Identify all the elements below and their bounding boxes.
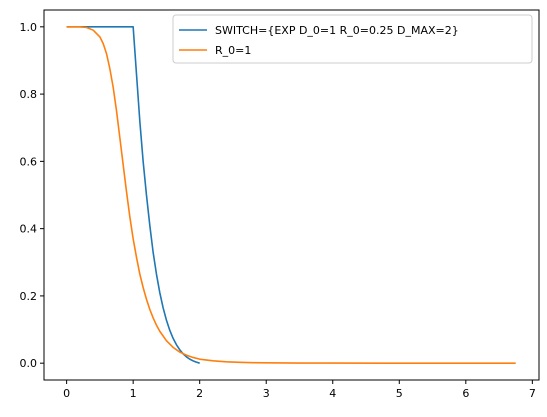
y-tick-label: 1.0 — [20, 21, 38, 34]
x-tick-label: 6 — [462, 387, 469, 400]
x-tick-label: 2 — [196, 387, 203, 400]
legend-label-1: R_0=1 — [215, 44, 251, 57]
y-tick-label: 0.6 — [20, 155, 38, 168]
legend-items: SWITCH={EXP D_0=1 R_0=0.25 D_MAX=2} R_0=1 — [179, 24, 459, 57]
y-tick-label: 0.8 — [20, 88, 38, 101]
series-line-0 — [66, 26, 200, 364]
axes-frame — [43, 9, 540, 381]
x-tick-label: 0 — [63, 387, 70, 400]
x-tick-label: 5 — [396, 387, 403, 400]
x-tick-label: 4 — [329, 387, 336, 400]
y-tick-label: 0.4 — [20, 223, 38, 236]
series-layer — [66, 26, 516, 364]
y-tick-label: 0.2 — [20, 290, 38, 303]
x-axis: 0 1 2 3 4 5 6 7 — [63, 380, 536, 400]
x-tick-label: 3 — [263, 387, 270, 400]
y-tick-label: 0.0 — [20, 357, 38, 370]
legend-box — [172, 14, 533, 64]
y-axis: 0.0 0.2 0.4 0.6 0.8 1.0 — [20, 21, 44, 370]
x-tick-label: 1 — [130, 387, 137, 400]
series-line-1 — [66, 26, 516, 364]
x-tick-label: 7 — [529, 387, 536, 400]
legend: SWITCH={EXP D_0=1 R_0=0.25 D_MAX=2} R_0=1 — [172, 14, 533, 64]
legend-label-0: SWITCH={EXP D_0=1 R_0=0.25 D_MAX=2} — [215, 24, 459, 37]
